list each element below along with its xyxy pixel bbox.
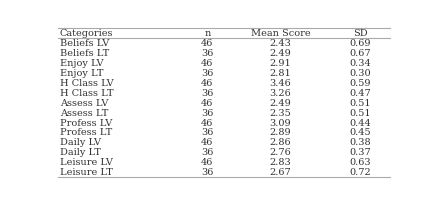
Text: 2.76: 2.76	[270, 148, 291, 157]
Text: Mean Score: Mean Score	[250, 29, 310, 38]
Text: 0.51: 0.51	[349, 98, 371, 107]
Text: Assess LV: Assess LV	[60, 98, 108, 107]
Text: 36: 36	[201, 49, 214, 58]
Text: 3.46: 3.46	[270, 79, 291, 87]
Text: 2.81: 2.81	[270, 69, 291, 78]
Text: 0.37: 0.37	[349, 148, 371, 157]
Text: H Class LT: H Class LT	[60, 88, 113, 97]
Text: 46: 46	[201, 98, 214, 107]
Text: 36: 36	[201, 167, 214, 176]
Text: 0.67: 0.67	[349, 49, 371, 58]
Text: 2.49: 2.49	[270, 49, 291, 58]
Text: Beliefs LV: Beliefs LV	[60, 39, 109, 48]
Text: 46: 46	[201, 79, 214, 87]
Text: Profess LT: Profess LT	[60, 128, 112, 137]
Text: 2.49: 2.49	[270, 98, 291, 107]
Text: 46: 46	[201, 118, 214, 127]
Text: 3.26: 3.26	[270, 88, 291, 97]
Text: 46: 46	[201, 39, 214, 48]
Text: 36: 36	[201, 128, 214, 137]
Text: 0.45: 0.45	[349, 128, 371, 137]
Text: 0.30: 0.30	[349, 69, 371, 78]
Text: 36: 36	[201, 88, 214, 97]
Text: Profess LV: Profess LV	[60, 118, 112, 127]
Text: H Class LV: H Class LV	[60, 79, 113, 87]
Text: 2.67: 2.67	[270, 167, 291, 176]
Text: 3.09: 3.09	[270, 118, 291, 127]
Text: 2.86: 2.86	[270, 138, 291, 147]
Text: 0.63: 0.63	[349, 157, 371, 166]
Text: Enjoy LT: Enjoy LT	[60, 69, 103, 78]
Text: Assess LT: Assess LT	[60, 108, 108, 117]
Text: Enjoy LV: Enjoy LV	[60, 59, 103, 68]
Text: 0.72: 0.72	[349, 167, 371, 176]
Text: Leisure LV: Leisure LV	[60, 157, 113, 166]
Text: 46: 46	[201, 59, 214, 68]
Text: 46: 46	[201, 157, 214, 166]
Text: 0.59: 0.59	[349, 79, 371, 87]
Text: 2.83: 2.83	[270, 157, 291, 166]
Text: SD: SD	[353, 29, 368, 38]
Text: 36: 36	[201, 69, 214, 78]
Text: 0.51: 0.51	[349, 108, 371, 117]
Text: 2.89: 2.89	[270, 128, 291, 137]
Text: Categories: Categories	[60, 29, 113, 38]
Text: 36: 36	[201, 108, 214, 117]
Text: Beliefs LT: Beliefs LT	[60, 49, 109, 58]
Text: 2.43: 2.43	[270, 39, 291, 48]
Text: 2.91: 2.91	[270, 59, 291, 68]
Text: 2.35: 2.35	[270, 108, 291, 117]
Text: Daily LV: Daily LV	[60, 138, 101, 147]
Text: Daily LT: Daily LT	[60, 148, 101, 157]
Text: 0.44: 0.44	[349, 118, 371, 127]
Text: 36: 36	[201, 148, 214, 157]
Text: 46: 46	[201, 138, 214, 147]
Text: 0.69: 0.69	[349, 39, 371, 48]
Text: Leisure LT: Leisure LT	[60, 167, 113, 176]
Text: 0.47: 0.47	[349, 88, 371, 97]
Text: 0.38: 0.38	[349, 138, 371, 147]
Text: n: n	[204, 29, 211, 38]
Text: 0.34: 0.34	[349, 59, 371, 68]
